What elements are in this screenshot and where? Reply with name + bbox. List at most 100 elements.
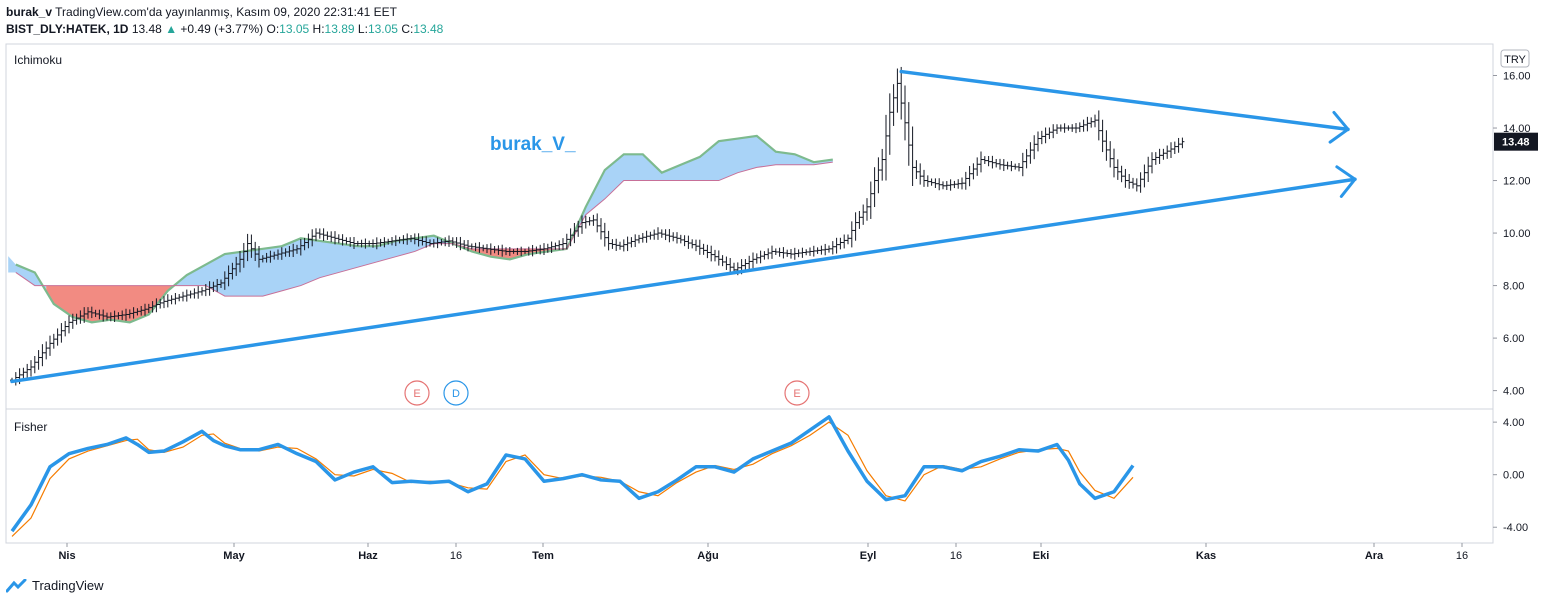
earnings-marker[interactable]: E xyxy=(404,380,430,406)
ohlc-bar xyxy=(868,181,873,219)
ohlc-bar xyxy=(834,237,839,254)
ohlc-bar xyxy=(348,237,353,247)
ohlc-bar xyxy=(1039,130,1044,145)
ohlc-bar xyxy=(933,178,938,188)
ohlc-bar xyxy=(86,307,90,319)
ohlc-bar xyxy=(545,243,550,253)
ohlc-bar xyxy=(112,310,117,322)
trendline[interactable] xyxy=(899,69,1350,132)
ohlc-bar xyxy=(143,303,147,316)
ohlc-bar xyxy=(823,243,828,256)
ohlc-bar xyxy=(67,315,71,334)
ohlc-bar xyxy=(618,241,622,250)
ohlc-bar xyxy=(682,235,687,247)
ohlc-bar xyxy=(610,239,615,249)
ohlc-bar xyxy=(492,246,497,254)
ohlc-bar xyxy=(827,245,831,253)
ohlc-bar xyxy=(633,234,638,248)
publish-line: burak_v TradingView.com'da yayınlanmış, … xyxy=(6,5,397,19)
author-name[interactable]: burak_v xyxy=(6,5,53,19)
ohlc-bar xyxy=(13,372,18,386)
ohlc-bar xyxy=(386,238,391,245)
ohlc-bar xyxy=(207,281,212,296)
ohlc-bar xyxy=(1043,127,1048,144)
ohlc-bar xyxy=(751,252,755,269)
ohlc-bar xyxy=(477,242,482,253)
ohlc-bar xyxy=(1176,137,1181,153)
ohlc-bar xyxy=(416,233,421,247)
bullish-cloud-region xyxy=(175,235,457,297)
symbol-label[interactable]: BIST_DLY:HATEK, 1D xyxy=(6,22,129,36)
ohlc-bar xyxy=(97,309,102,320)
ohlc-bar xyxy=(25,363,30,378)
ohlc-bar xyxy=(519,246,524,257)
ohlc-bar xyxy=(260,255,265,263)
ohlc-bar xyxy=(542,243,546,256)
ohlc-bar xyxy=(359,239,364,248)
dividend-marker[interactable]: D xyxy=(443,380,469,406)
ohlc-bar xyxy=(792,247,797,260)
ohlc-bar xyxy=(268,250,273,263)
price-axis-label: 12.00 xyxy=(1503,176,1531,188)
ohlc-bar xyxy=(979,151,983,173)
ohlc-bar xyxy=(458,236,463,251)
last-price-badge-label: 13.48 xyxy=(1502,137,1530,149)
ohlc-bar xyxy=(906,102,911,166)
ohlc-bar xyxy=(306,233,311,249)
ohlc-bar xyxy=(82,307,87,323)
earnings-marker[interactable]: E xyxy=(784,380,810,406)
ohlc-bar xyxy=(454,237,459,248)
fisher-axis-label: 0.00 xyxy=(1503,470,1524,482)
fisher-trigger-line xyxy=(11,421,1134,537)
ohlc-bar xyxy=(298,239,303,256)
price-axis-label: 4.00 xyxy=(1503,386,1524,398)
ohlc-bar xyxy=(656,227,660,240)
trendline[interactable] xyxy=(10,177,1357,384)
fisher-title: Fisher xyxy=(14,420,47,434)
ohlc-bar xyxy=(705,244,710,259)
ohlc-bar xyxy=(701,243,706,255)
ohlc-bar xyxy=(925,175,930,187)
ohlc-bar xyxy=(777,247,782,257)
ohlc-bar xyxy=(89,306,94,319)
ohlc-bar xyxy=(146,303,151,313)
ohlc-bar xyxy=(967,165,972,187)
ohlc-bar xyxy=(982,156,987,164)
ohlc-bar xyxy=(36,350,41,370)
ohlc-bar xyxy=(230,262,235,280)
ohlc-bar xyxy=(1005,161,1010,170)
ohlc-bar xyxy=(135,308,140,316)
ohlc-bar xyxy=(1153,152,1158,165)
ohlc-bar xyxy=(853,212,858,241)
change-arrow: ▲ xyxy=(165,22,178,36)
ohlc-bar xyxy=(941,181,945,190)
ohlc-bar xyxy=(583,215,588,229)
ohlc-bar xyxy=(846,234,850,245)
tradingview-logo-icon[interactable] xyxy=(6,578,28,593)
ohlc-bar xyxy=(238,250,242,273)
ohlc-bar xyxy=(538,244,543,255)
ohlc-bar xyxy=(1165,145,1170,159)
ohlc-bar xyxy=(226,265,231,287)
ohlc-bar xyxy=(557,240,562,250)
ohlc-bar xyxy=(203,284,208,297)
time-axis-label: 16 xyxy=(1456,550,1468,562)
ohlc-bar xyxy=(1150,152,1154,174)
currency-box[interactable] xyxy=(1500,49,1530,68)
ohlc-bar xyxy=(804,249,809,256)
ohlc-bar xyxy=(496,245,501,255)
ohlc-bar xyxy=(507,246,512,256)
ohlc-bar xyxy=(667,229,672,243)
ohlc-bar xyxy=(177,294,182,302)
ohlc-bar xyxy=(21,367,26,380)
ohlc-bar xyxy=(576,220,581,237)
ohlc-bar xyxy=(1020,152,1025,177)
ohlc-bar xyxy=(747,255,752,270)
ohlc-bar xyxy=(162,296,166,309)
ohlc-bar xyxy=(572,222,577,244)
footer-brand[interactable]: TradingView xyxy=(32,578,104,593)
open-value: 13.05 xyxy=(279,22,310,36)
ohlc-bar xyxy=(393,235,398,247)
ohlc-bar xyxy=(948,179,953,191)
